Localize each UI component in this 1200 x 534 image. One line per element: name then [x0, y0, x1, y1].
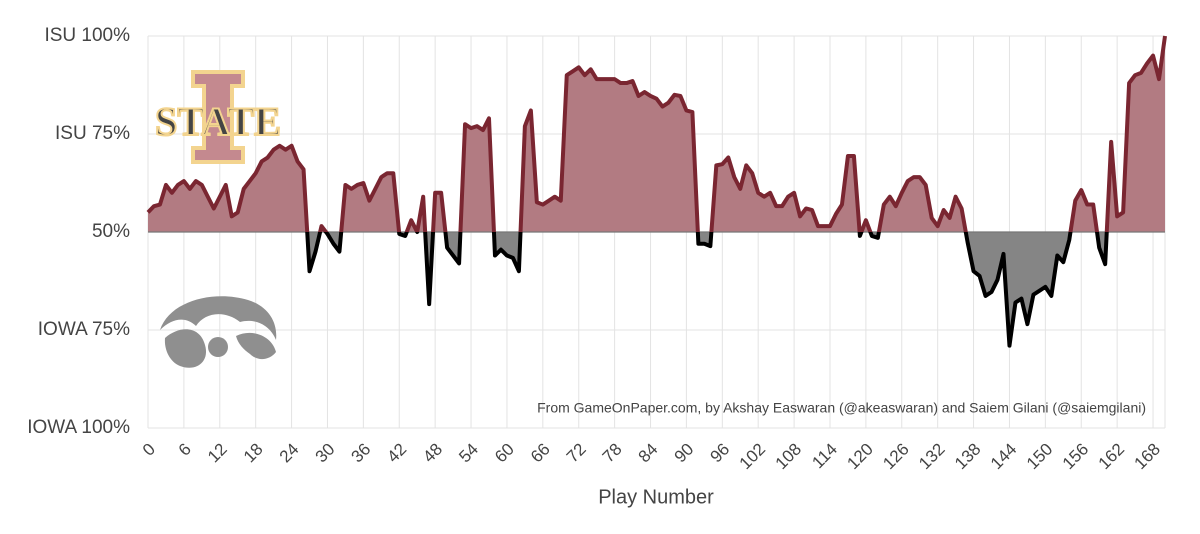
- x-tick-label: 162: [1095, 440, 1128, 473]
- x-tick-label: 18: [240, 440, 267, 467]
- line-above: [146, 35, 1167, 232]
- isu-logo: STATE: [154, 70, 282, 164]
- plot: [146, 35, 1167, 348]
- x-tick-label: 138: [951, 440, 984, 473]
- x-tick-label: 156: [1059, 440, 1092, 473]
- x-axis-label: Play Number: [598, 486, 714, 508]
- x-tick-label: 114: [808, 440, 841, 473]
- area-above: [148, 36, 1165, 232]
- x-tick-label: 144: [987, 440, 1020, 473]
- x-tick-label: 90: [671, 440, 698, 467]
- x-tick-label: 12: [204, 440, 231, 467]
- x-tick-label: 108: [772, 440, 805, 473]
- x-tick-label: 84: [635, 440, 662, 467]
- y-tick-label: 50%: [92, 221, 130, 242]
- y-tick-label: ISU 75%: [55, 123, 130, 144]
- annotation: From GameOnPaper.com, by Akshay Easwaran…: [537, 400, 1146, 416]
- x-tick-label: 42: [383, 440, 410, 467]
- iowa-logo: [160, 296, 277, 368]
- x-tick-label: 54: [455, 440, 482, 467]
- x-tick-label: 60: [491, 440, 518, 467]
- x-tick-label: 24: [276, 440, 303, 467]
- x-tick-label: 126: [879, 440, 912, 473]
- x-tick-label: 66: [527, 440, 554, 467]
- x-tick-label: 78: [599, 440, 626, 467]
- x-tick-label: 30: [312, 440, 339, 467]
- x-tick-label: 96: [706, 440, 733, 467]
- x-tick-label: 150: [1023, 440, 1056, 473]
- y-tick-label: IOWA 100%: [27, 417, 130, 438]
- logo-text: STATE: [155, 99, 281, 144]
- x-tick-label: 6: [175, 440, 195, 460]
- x-tick-label: 36: [348, 440, 375, 467]
- x-tick-label: 168: [1131, 440, 1164, 473]
- area-below: [148, 232, 1165, 346]
- x-tick-label: 102: [736, 440, 769, 473]
- logos: STATE: [154, 70, 282, 368]
- x-tick-label: 132: [915, 440, 948, 473]
- y-tick-label: IOWA 75%: [38, 319, 130, 340]
- y-tick-label: ISU 100%: [44, 25, 130, 46]
- x-tick-label: 72: [563, 440, 590, 467]
- x-tick-label: 0: [139, 440, 159, 460]
- x-tick-label: 48: [419, 440, 446, 467]
- x-tick-label: 120: [843, 440, 876, 473]
- line-below: [305, 232, 1109, 348]
